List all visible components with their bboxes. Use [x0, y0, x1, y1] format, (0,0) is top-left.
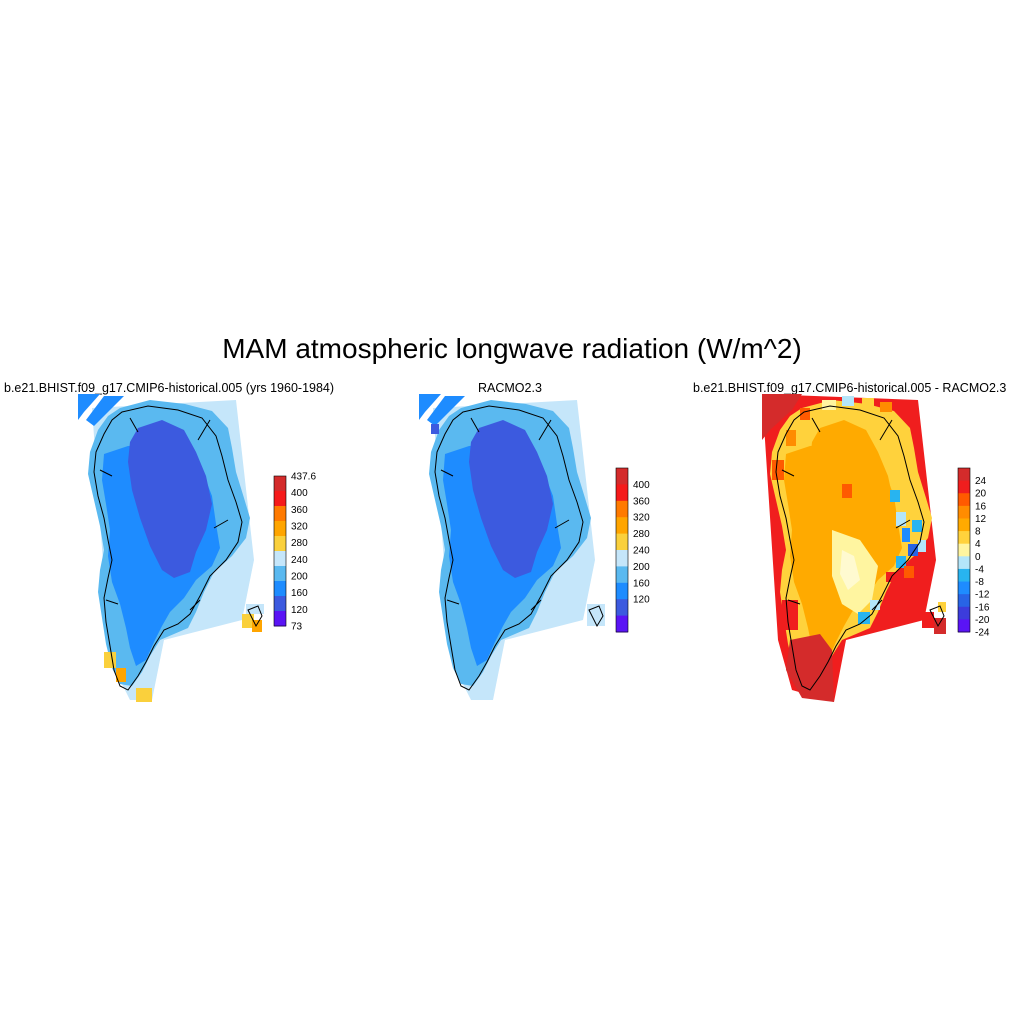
map-panel-difference: [762, 394, 946, 702]
colorbar-swatch: [958, 543, 970, 557]
colorbar-swatch: [274, 476, 286, 492]
colorbar-swatch: [274, 506, 286, 522]
panel-title-difference: b.e21.BHIST.f09_g17.CMIP6-historical.005…: [693, 381, 1007, 395]
colorbar-tick-label: -12: [975, 590, 990, 601]
colorbar-swatch: [616, 500, 628, 518]
panel-title-racmo: RACMO2.3: [478, 381, 542, 395]
colorbar-swatch: [274, 611, 286, 627]
colorbar-racmo: 400 360 320 280 240 200 160 120: [615, 467, 650, 633]
colorbar-tick-label: 160: [633, 578, 650, 589]
colorbar-tick-label: 280: [291, 538, 308, 549]
colorbar-swatch: [274, 596, 286, 612]
colorbar-swatch: [616, 599, 628, 617]
colorbar-swatch: [958, 606, 970, 620]
colorbars: 437.640036032028024020016012073400360320…: [273, 467, 990, 639]
colorbar-tick-label: 4: [975, 539, 981, 550]
colorbar-tick-label: 360: [633, 496, 650, 507]
colorbar-tick-label: 160: [291, 588, 308, 599]
colorbar-swatch: [958, 619, 970, 633]
colorbar-swatch: [274, 581, 286, 597]
colorbar-swatch: [616, 517, 628, 535]
colorbar-tick-label: -4: [975, 564, 984, 575]
colorbar-swatch: [616, 550, 628, 567]
colorbar-tick-label: 280: [633, 529, 650, 540]
colorbar-swatch: [616, 468, 628, 485]
colorbar-tick-label: 320: [633, 513, 650, 524]
colorbar-swatch: [616, 615, 628, 633]
colorbar-swatch: [958, 518, 970, 532]
colorbar-tick-label: 120: [633, 595, 650, 606]
colorbar-tick-label: 12: [975, 514, 987, 525]
colorbar-swatch: [958, 468, 970, 482]
colorbar-frame: [273, 475, 287, 627]
colorbar-swatch: [958, 556, 970, 570]
colorbar-swatch: [958, 493, 970, 507]
colorbar-tick-label: 240: [291, 555, 308, 566]
colorbar-tick-label: 8: [975, 527, 981, 538]
colorbar-tick-label: 400: [291, 488, 308, 499]
colorbar-tick-label: 360: [291, 505, 308, 516]
colorbar-tick-label: 20: [975, 489, 987, 500]
colorbar-swatch: [616, 582, 628, 600]
colorbar-swatch: [958, 581, 970, 595]
colorbar-model: 437.6 400 360 320 280 240 200 160 120 73: [273, 472, 316, 633]
colorbar-swatch: [274, 491, 286, 507]
colorbar-tick-label: 320: [291, 522, 308, 533]
colorbar-tick-label: 437.6: [291, 472, 316, 483]
colorbar-swatch: [274, 566, 286, 582]
colorbar-tick-label: 200: [291, 572, 308, 583]
colorbar-swatch: [958, 594, 970, 608]
colorbar-tick-label: 400: [633, 480, 650, 491]
colorbar-swatch: [616, 566, 628, 584]
colorbar-swatch: [958, 505, 970, 519]
colorbar-tick-label: 200: [633, 562, 650, 573]
colorbar-swatch: [958, 531, 970, 545]
map-panel-model: [78, 394, 264, 702]
colorbar-swatch: [274, 521, 286, 537]
colorbar-tick-label: -16: [975, 602, 990, 613]
colorbar-swatch: [274, 551, 286, 567]
colorbar-tick-label: -20: [975, 615, 990, 626]
map-panel-racmo: [419, 394, 605, 700]
colorbar-tick-label: 240: [633, 546, 650, 557]
figure-title: MAM atmospheric longwave radiation (W/m^…: [222, 333, 802, 364]
colorbar-swatch: [616, 533, 628, 551]
colorbar-swatch: [616, 484, 628, 502]
colorbar-tick-label: -24: [975, 628, 990, 639]
colorbar-tick-label: 24: [975, 476, 987, 487]
colorbar-tick-label: -8: [975, 577, 984, 588]
colorbar-tick-label: 16: [975, 501, 987, 512]
colorbar-tick-label: 73: [291, 622, 303, 633]
colorbar-tick-label: 120: [291, 605, 308, 616]
colorbar-frame: [615, 467, 629, 633]
panel-title-model: b.e21.BHIST.f09_g17.CMIP6-historical.005…: [4, 381, 335, 395]
colorbar-swatch: [958, 480, 970, 494]
colorbar-swatch: [274, 536, 286, 552]
colorbar-tick-label: 0: [975, 552, 981, 563]
colorbar-frame: [957, 467, 971, 633]
colorbar-swatch: [958, 568, 970, 583]
